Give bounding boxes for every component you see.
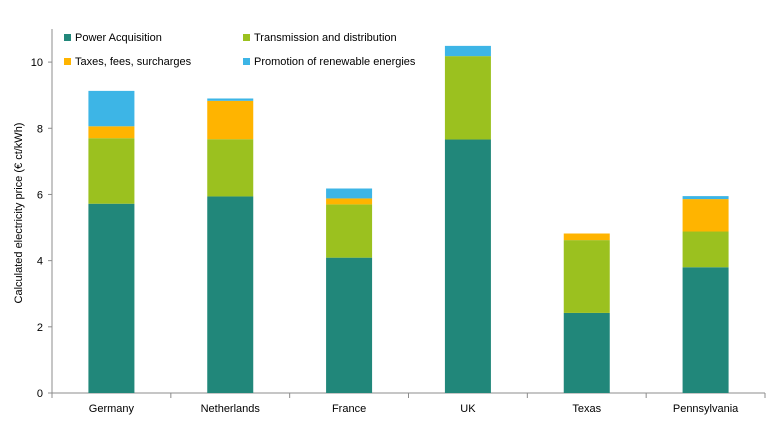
y-tick-label: 2 <box>37 322 43 334</box>
y-tick-label: 0 <box>37 388 43 400</box>
bar-segment <box>444 45 491 57</box>
bar-segment <box>207 196 254 393</box>
bar-segment <box>326 257 373 393</box>
legend-label: Promotion of renewable energies <box>254 56 416 68</box>
legend-label: Transmission and distribution <box>254 32 397 44</box>
legend-swatch <box>243 34 250 41</box>
bar-segment <box>682 267 729 393</box>
x-axis: Germany Netherlands France UK Texas Pennsylva… <box>51 392 766 415</box>
bar-segment <box>207 98 254 101</box>
bar-segment <box>682 196 729 200</box>
bar-segment <box>88 203 135 393</box>
y-tick-label: 10 <box>31 57 43 69</box>
y-tick-label: 4 <box>37 256 43 268</box>
x-tick-label: Pennsylvania <box>673 403 739 415</box>
bar-segment <box>682 199 729 232</box>
x-tick-label: Netherlands <box>201 403 261 415</box>
bar-segment <box>207 139 254 197</box>
bar-segment <box>326 204 373 258</box>
bar-segment <box>563 233 610 241</box>
legend-swatch <box>64 58 71 65</box>
bar-segment <box>444 56 491 140</box>
bar-segment <box>682 231 729 268</box>
bar-segment <box>563 312 610 393</box>
bar-segment <box>326 188 373 199</box>
bar-segment <box>88 138 135 204</box>
x-tick-label: Germany <box>89 403 135 415</box>
x-tick-label: Texas <box>572 403 601 415</box>
bar-segment <box>88 90 135 127</box>
bar-segment <box>563 240 610 313</box>
bars <box>88 45 729 393</box>
bar-segment <box>444 139 491 393</box>
legend-swatch <box>243 58 250 65</box>
bar-segment <box>207 100 254 140</box>
legend-swatch <box>64 34 71 41</box>
x-tick-label: France <box>332 403 366 415</box>
y-tick-label: 6 <box>37 189 43 201</box>
legend-label: Power Acquisition <box>75 32 162 44</box>
legend-label: Taxes, fees, surcharges <box>75 56 192 68</box>
y-axis: 0 2 4 6 8 10 <box>31 29 53 400</box>
x-tick-label: UK <box>460 403 476 415</box>
legend: Power Acquisition Transmission and distri… <box>64 32 416 68</box>
bar-segment <box>88 126 135 139</box>
y-tick-label: 8 <box>37 123 43 135</box>
y-axis-title: Calculated electricity price (€ ct/kWh) <box>13 123 25 304</box>
bar-segment <box>326 198 373 205</box>
